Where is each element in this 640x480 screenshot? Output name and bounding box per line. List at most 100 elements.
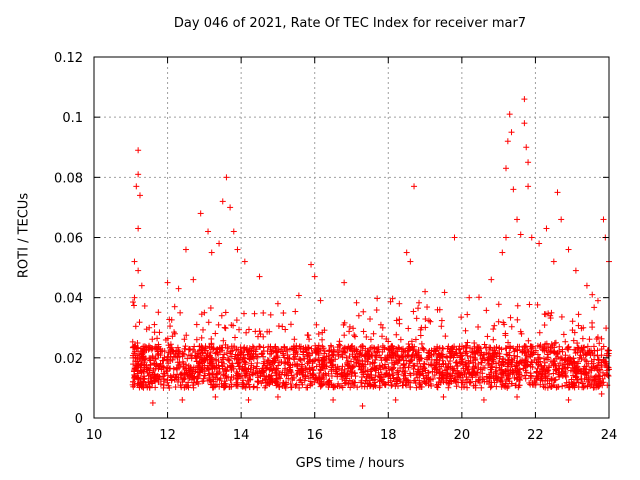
data-point: [210, 378, 217, 385]
data-point: [179, 396, 186, 403]
data-point: [220, 360, 227, 367]
data-point: [228, 353, 235, 360]
data-point: [591, 384, 598, 391]
data-point: [328, 352, 335, 359]
data-point: [131, 258, 138, 265]
data-point: [158, 366, 165, 373]
data-point: [585, 378, 592, 385]
data-point: [274, 393, 281, 400]
data-point: [582, 357, 589, 364]
data-point: [565, 246, 572, 253]
data-point: [261, 358, 268, 365]
y-tick-label: 0.04: [54, 292, 83, 307]
data-point: [334, 349, 341, 356]
data-point: [281, 344, 288, 351]
data-point: [215, 351, 222, 358]
data-point: [437, 379, 444, 386]
data-point: [212, 330, 219, 337]
data-point: [495, 318, 502, 325]
data-point: [480, 396, 487, 403]
data-point: [552, 339, 559, 346]
data-point: [352, 333, 359, 340]
data-point: [238, 372, 245, 379]
data-point: [339, 363, 346, 370]
data-point: [521, 120, 528, 127]
data-point: [185, 362, 192, 369]
data-point: [152, 384, 159, 391]
data-point: [253, 363, 260, 370]
data-point: [445, 343, 452, 350]
data-point: [377, 354, 384, 361]
data-point: [256, 273, 263, 280]
data-point: [475, 294, 482, 301]
data-point: [176, 359, 183, 366]
data-point: [559, 372, 566, 379]
data-point: [131, 348, 138, 355]
data-point: [481, 341, 488, 348]
data-point: [376, 384, 383, 391]
y-tick-label: 0.06: [54, 232, 83, 247]
data-point: [241, 258, 248, 265]
data-point: [507, 371, 514, 378]
data-point: [275, 323, 282, 330]
data-point: [269, 361, 276, 368]
data-point: [360, 371, 367, 378]
data-point: [364, 380, 371, 387]
data-point: [393, 346, 400, 353]
data-point: [491, 322, 498, 329]
data-point: [245, 396, 252, 403]
data-point: [387, 375, 394, 382]
data-point: [347, 367, 354, 374]
data-point: [348, 345, 355, 352]
data-point: [447, 358, 454, 365]
data-point: [414, 374, 421, 381]
x-tick-label: 20: [454, 428, 471, 443]
data-point: [490, 326, 497, 333]
data-point: [451, 234, 458, 241]
data-point: [385, 379, 392, 386]
data-point: [135, 225, 142, 232]
x-tick-label: 18: [380, 428, 397, 443]
data-point: [301, 377, 308, 384]
data-point: [131, 381, 138, 388]
data-point: [160, 357, 167, 364]
data-point: [521, 343, 528, 350]
data-point: [479, 355, 486, 362]
data-point: [591, 365, 598, 372]
data-point: [495, 301, 502, 308]
data-point: [410, 363, 417, 370]
data-point: [360, 343, 367, 350]
data-point: [502, 345, 509, 352]
data-point: [486, 355, 493, 362]
data-point: [367, 361, 374, 368]
data-point: [149, 380, 156, 387]
data-point: [319, 336, 326, 343]
data-point: [535, 361, 542, 368]
data-point: [367, 336, 374, 343]
data-point: [359, 347, 366, 354]
data-point: [550, 370, 557, 377]
data-point: [525, 183, 532, 190]
data-point: [585, 360, 592, 367]
data-point: [545, 354, 552, 361]
data-point: [198, 334, 205, 341]
data-point: [217, 375, 224, 382]
data-point: [487, 384, 494, 391]
data-point: [344, 362, 351, 369]
data-point: [346, 328, 353, 335]
data-point: [428, 356, 435, 363]
data-point: [433, 381, 440, 388]
data-point: [266, 375, 273, 382]
data-point: [351, 332, 358, 339]
data-point: [534, 351, 541, 358]
data-point: [389, 372, 396, 379]
data-point: [575, 345, 582, 352]
data-point: [541, 370, 548, 377]
data-point: [427, 318, 434, 325]
data-point: [423, 378, 430, 385]
data-point: [419, 344, 426, 351]
data-point: [522, 359, 529, 366]
data-point: [392, 353, 399, 360]
data-point: [234, 246, 241, 253]
data-point: [441, 289, 448, 296]
